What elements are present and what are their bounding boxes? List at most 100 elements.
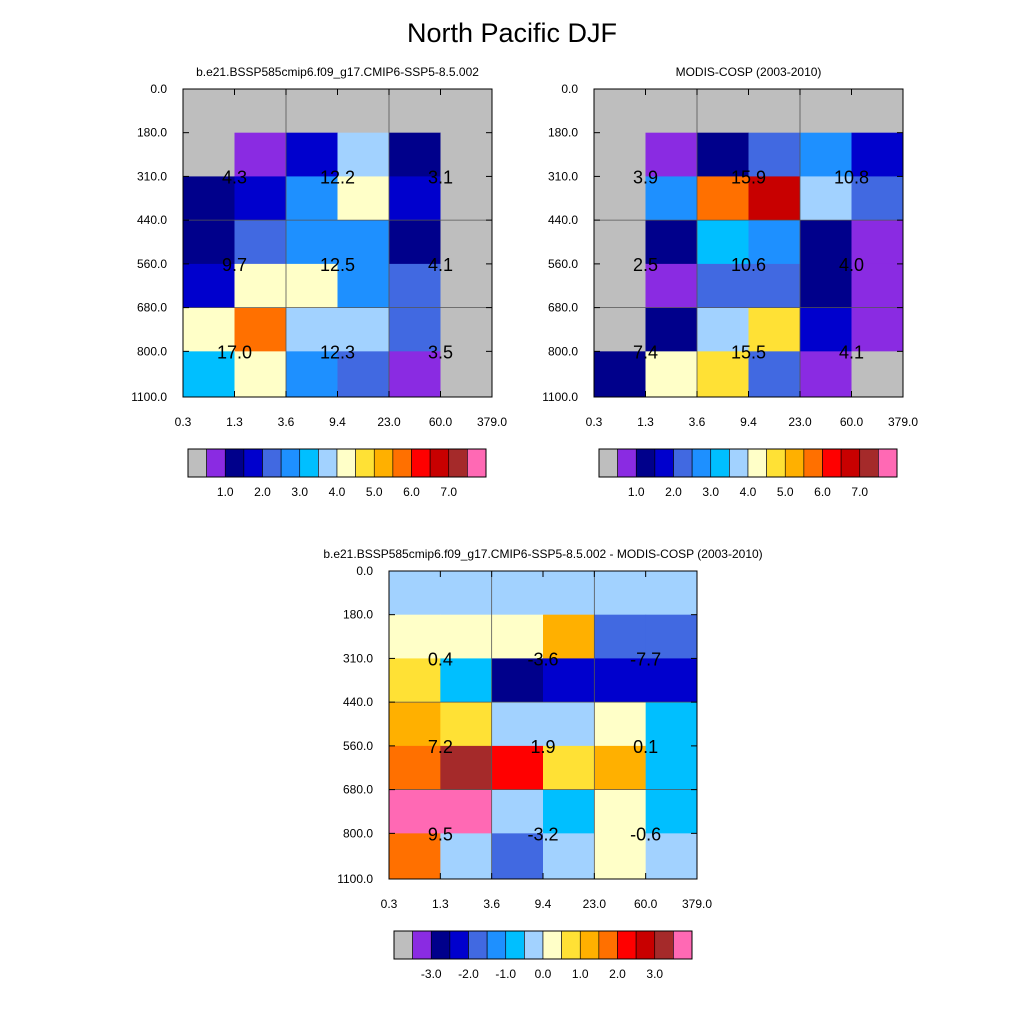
heatmap-cell xyxy=(543,745,595,791)
data-label: 9.5 xyxy=(428,824,453,844)
heatmap-cell xyxy=(440,614,493,659)
y-tick-label: 1100.0 xyxy=(131,390,167,404)
x-tick-label: 379.0 xyxy=(682,897,712,911)
heatmap-cell xyxy=(645,658,698,703)
colorbar-swatch xyxy=(878,448,898,478)
heatmap-cell xyxy=(491,789,544,834)
data-label: 1.9 xyxy=(530,737,555,757)
heatmap-cell xyxy=(440,789,493,834)
colorbar-swatch xyxy=(673,448,693,478)
heatmap-cell xyxy=(851,351,904,398)
heatmap-cell xyxy=(389,745,441,791)
heatmap-cell xyxy=(645,745,698,791)
data-label: 7.2 xyxy=(428,737,453,757)
data-label: -3.2 xyxy=(527,824,558,844)
heatmap-cell xyxy=(286,351,338,398)
colorbar-swatch xyxy=(859,448,879,478)
heatmap-cell xyxy=(645,176,698,221)
colorbar-label: 1.0 xyxy=(628,485,645,499)
colorbar-swatch xyxy=(468,930,488,960)
heatmap-cell xyxy=(337,176,390,221)
heatmap-cell xyxy=(697,351,749,398)
y-tick-label: 560.0 xyxy=(137,257,167,271)
heatmap-cell xyxy=(286,176,338,221)
x-tick-label: 1.3 xyxy=(226,415,243,429)
colorbar-label: 4.0 xyxy=(329,485,346,499)
colorbar-label: 5.0 xyxy=(366,485,383,499)
colorbar-swatch xyxy=(822,448,842,478)
heatmap-cell xyxy=(543,702,595,747)
colorbar-swatch xyxy=(373,448,394,478)
heatmap-cell xyxy=(440,702,493,747)
colorbar-label: 4.0 xyxy=(740,485,757,499)
heatmap-cell xyxy=(645,614,698,659)
colorbar-label: 2.0 xyxy=(665,485,682,499)
colorbar-label: 2.0 xyxy=(609,967,626,981)
colorbar-swatch xyxy=(262,448,282,478)
heatmap-cell xyxy=(286,89,338,134)
heatmap-cell xyxy=(645,220,698,265)
heatmap-cell xyxy=(389,263,441,309)
heatmap-cell xyxy=(440,132,493,177)
heatmap-cell xyxy=(748,307,801,352)
data-label: 4.1 xyxy=(428,255,453,275)
heatmap-cell xyxy=(389,176,441,221)
y-tick-label: 560.0 xyxy=(548,257,578,271)
heatmap-cell xyxy=(748,220,801,265)
x-tick-label: 23.0 xyxy=(583,897,607,911)
heatmap-cell xyxy=(543,614,595,659)
colorbar-swatch xyxy=(654,930,674,960)
heatmap-cell xyxy=(594,833,647,880)
heatmap-cell xyxy=(697,220,749,265)
x-tick-label: 60.0 xyxy=(840,415,864,429)
data-label: 12.5 xyxy=(320,255,355,275)
heatmap-cell xyxy=(389,89,441,134)
y-tick-label: 440.0 xyxy=(343,695,373,709)
data-label: 12.3 xyxy=(320,342,355,362)
heatmap-cell xyxy=(645,789,698,834)
heatmap-cell xyxy=(748,263,801,309)
data-label: 10.6 xyxy=(731,255,766,275)
heatmap-cell xyxy=(234,132,287,177)
y-tick-label: 310.0 xyxy=(548,169,578,183)
heatmap-cell xyxy=(234,351,287,398)
heatmap-cell xyxy=(543,789,595,834)
heatmap-cell xyxy=(594,614,647,659)
heatmap-cell xyxy=(594,307,646,352)
colorbar-swatch xyxy=(747,448,767,478)
colorbar-swatch xyxy=(243,448,263,478)
heatmap-cell xyxy=(543,833,595,880)
colorbar-swatch xyxy=(729,448,749,478)
colorbar-label: -2.0 xyxy=(458,967,479,981)
heatmap-cell xyxy=(594,658,647,703)
y-tick-label: 310.0 xyxy=(137,169,167,183)
colorbar-swatch xyxy=(617,448,637,478)
colorbar-label: 1.0 xyxy=(572,967,589,981)
x-tick-label: 3.6 xyxy=(278,415,295,429)
heatmap-cell xyxy=(440,745,493,791)
colorbar-swatch xyxy=(635,448,656,478)
y-tick-label: 440.0 xyxy=(548,213,578,227)
colorbar-frame xyxy=(393,930,693,960)
colorbar-swatch xyxy=(449,930,469,960)
heatmap-cell xyxy=(337,263,390,309)
colorbar-swatch xyxy=(784,448,805,478)
colorbar-swatch xyxy=(803,448,823,478)
colorbar-label: 7.0 xyxy=(851,485,868,499)
colorbar-swatch xyxy=(673,930,693,960)
data-label: 0.1 xyxy=(633,737,658,757)
x-tick-label: 3.6 xyxy=(483,897,500,911)
colorbar-label: 7.0 xyxy=(440,485,457,499)
heatmap-cell xyxy=(183,263,235,309)
x-tick-label: 23.0 xyxy=(377,415,401,429)
colorbar-label: 0.0 xyxy=(535,967,552,981)
heatmap-cell xyxy=(491,745,544,791)
colorbar-swatch xyxy=(392,448,412,478)
y-tick-label: 0.0 xyxy=(150,82,167,96)
heatmap-cell xyxy=(286,307,338,352)
y-tick-label: 1100.0 xyxy=(542,390,578,404)
colorbar-label: 1.0 xyxy=(217,485,234,499)
heatmap-cell xyxy=(800,176,852,221)
heatmap-cell xyxy=(851,176,904,221)
